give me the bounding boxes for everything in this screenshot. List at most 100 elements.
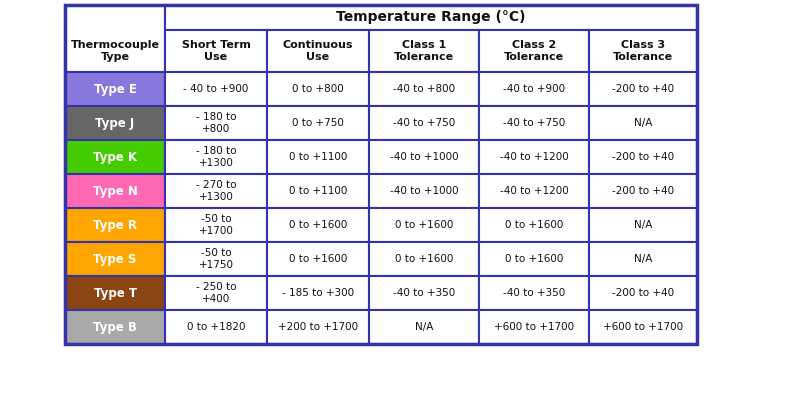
Bar (589, 140, 697, 174)
Text: 0 to +1600: 0 to +1600 (505, 254, 563, 264)
Text: Type K: Type K (93, 150, 137, 164)
Bar (369, 208, 479, 242)
Text: -40 to +900: -40 to +900 (503, 84, 565, 94)
Text: Class 2
Tolerance: Class 2 Tolerance (504, 40, 564, 62)
Bar (369, 310, 479, 344)
Bar (267, 72, 369, 106)
Text: - 185 to +300: - 185 to +300 (282, 288, 354, 298)
Text: Type S: Type S (94, 252, 137, 266)
Text: -200 to +40: -200 to +40 (612, 186, 674, 196)
Text: -50 to
+1750: -50 to +1750 (198, 248, 234, 270)
Text: Short Term
Use: Short Term Use (182, 40, 250, 62)
Bar (267, 310, 369, 344)
Text: 0 to +1600: 0 to +1600 (395, 254, 453, 264)
Bar (479, 30, 589, 72)
Bar (479, 106, 589, 140)
Text: Type E: Type E (94, 82, 137, 96)
Bar (479, 174, 589, 208)
Text: -40 to +750: -40 to +750 (393, 118, 455, 128)
Text: -40 to +1200: -40 to +1200 (500, 186, 568, 196)
Text: 0 to +750: 0 to +750 (292, 118, 344, 128)
Text: -200 to +40: -200 to +40 (612, 288, 674, 298)
Text: 0 to +1100: 0 to +1100 (289, 186, 347, 196)
Text: 0 to +800: 0 to +800 (292, 84, 344, 94)
Text: Type N: Type N (93, 184, 138, 198)
Bar (479, 242, 589, 276)
Bar (479, 140, 589, 174)
Bar (589, 30, 697, 72)
Bar (267, 174, 369, 208)
Text: - 180 to
+1300: - 180 to +1300 (196, 146, 236, 168)
Bar (165, 72, 267, 106)
Bar (369, 72, 479, 106)
Bar (589, 208, 697, 242)
Text: Type T: Type T (94, 286, 137, 300)
Text: Type B: Type B (93, 320, 137, 334)
Text: 0 to +1820: 0 to +1820 (186, 322, 246, 332)
Text: Class 1
Tolerance: Class 1 Tolerance (394, 40, 454, 62)
Bar (589, 106, 697, 140)
Bar (165, 106, 267, 140)
Text: -200 to +40: -200 to +40 (612, 152, 674, 162)
Bar (165, 140, 267, 174)
Bar (589, 72, 697, 106)
Text: Type J: Type J (95, 116, 134, 130)
Bar (369, 30, 479, 72)
Text: -40 to +350: -40 to +350 (393, 288, 455, 298)
Bar (267, 30, 369, 72)
Text: +600 to +1700: +600 to +1700 (494, 322, 574, 332)
Text: N/A: N/A (634, 254, 652, 264)
Text: -40 to +750: -40 to +750 (503, 118, 565, 128)
Text: N/A: N/A (634, 118, 652, 128)
Text: 0 to +1600: 0 to +1600 (289, 254, 347, 264)
Bar (589, 242, 697, 276)
Text: -40 to +1200: -40 to +1200 (500, 152, 568, 162)
Bar (267, 208, 369, 242)
Bar (479, 72, 589, 106)
Bar (267, 276, 369, 310)
Text: 0 to +1100: 0 to +1100 (289, 152, 347, 162)
Bar (267, 106, 369, 140)
Text: -40 to +800: -40 to +800 (393, 84, 455, 94)
Text: 0 to +1600: 0 to +1600 (289, 220, 347, 230)
Bar (65, 174, 165, 208)
Text: -200 to +40: -200 to +40 (612, 84, 674, 94)
Text: -40 to +350: -40 to +350 (503, 288, 565, 298)
Bar (165, 242, 267, 276)
Text: - 270 to
+1300: - 270 to +1300 (196, 180, 236, 202)
Text: - 180 to
+800: - 180 to +800 (196, 112, 236, 134)
Text: N/A: N/A (415, 322, 433, 332)
Text: Thermocouple
Type: Thermocouple Type (70, 40, 159, 62)
Text: Continuous
Use: Continuous Use (282, 40, 354, 62)
Bar (589, 310, 697, 344)
Bar (165, 276, 267, 310)
Bar (267, 242, 369, 276)
Bar (65, 140, 165, 174)
Bar (589, 174, 697, 208)
Bar (479, 310, 589, 344)
Bar (65, 242, 165, 276)
Text: Class 3
Tolerance: Class 3 Tolerance (613, 40, 673, 62)
Text: +600 to +1700: +600 to +1700 (603, 322, 683, 332)
Text: - 250 to
+400: - 250 to +400 (196, 282, 236, 304)
Bar (165, 208, 267, 242)
Text: Temperature Range (°C): Temperature Range (°C) (336, 10, 526, 24)
Bar (589, 276, 697, 310)
Bar (369, 140, 479, 174)
Bar (65, 276, 165, 310)
Text: Type R: Type R (93, 218, 137, 232)
Bar (165, 30, 267, 72)
Bar (165, 310, 267, 344)
Bar (369, 174, 479, 208)
Bar (369, 242, 479, 276)
Text: - 40 to +900: - 40 to +900 (183, 84, 249, 94)
Bar (479, 208, 589, 242)
Text: +200 to +1700: +200 to +1700 (278, 322, 358, 332)
Bar (65, 5, 165, 72)
Bar (165, 174, 267, 208)
Bar (65, 208, 165, 242)
Bar (65, 5, 697, 344)
Bar (267, 140, 369, 174)
Bar (65, 72, 165, 106)
Text: 0 to +1600: 0 to +1600 (395, 220, 453, 230)
